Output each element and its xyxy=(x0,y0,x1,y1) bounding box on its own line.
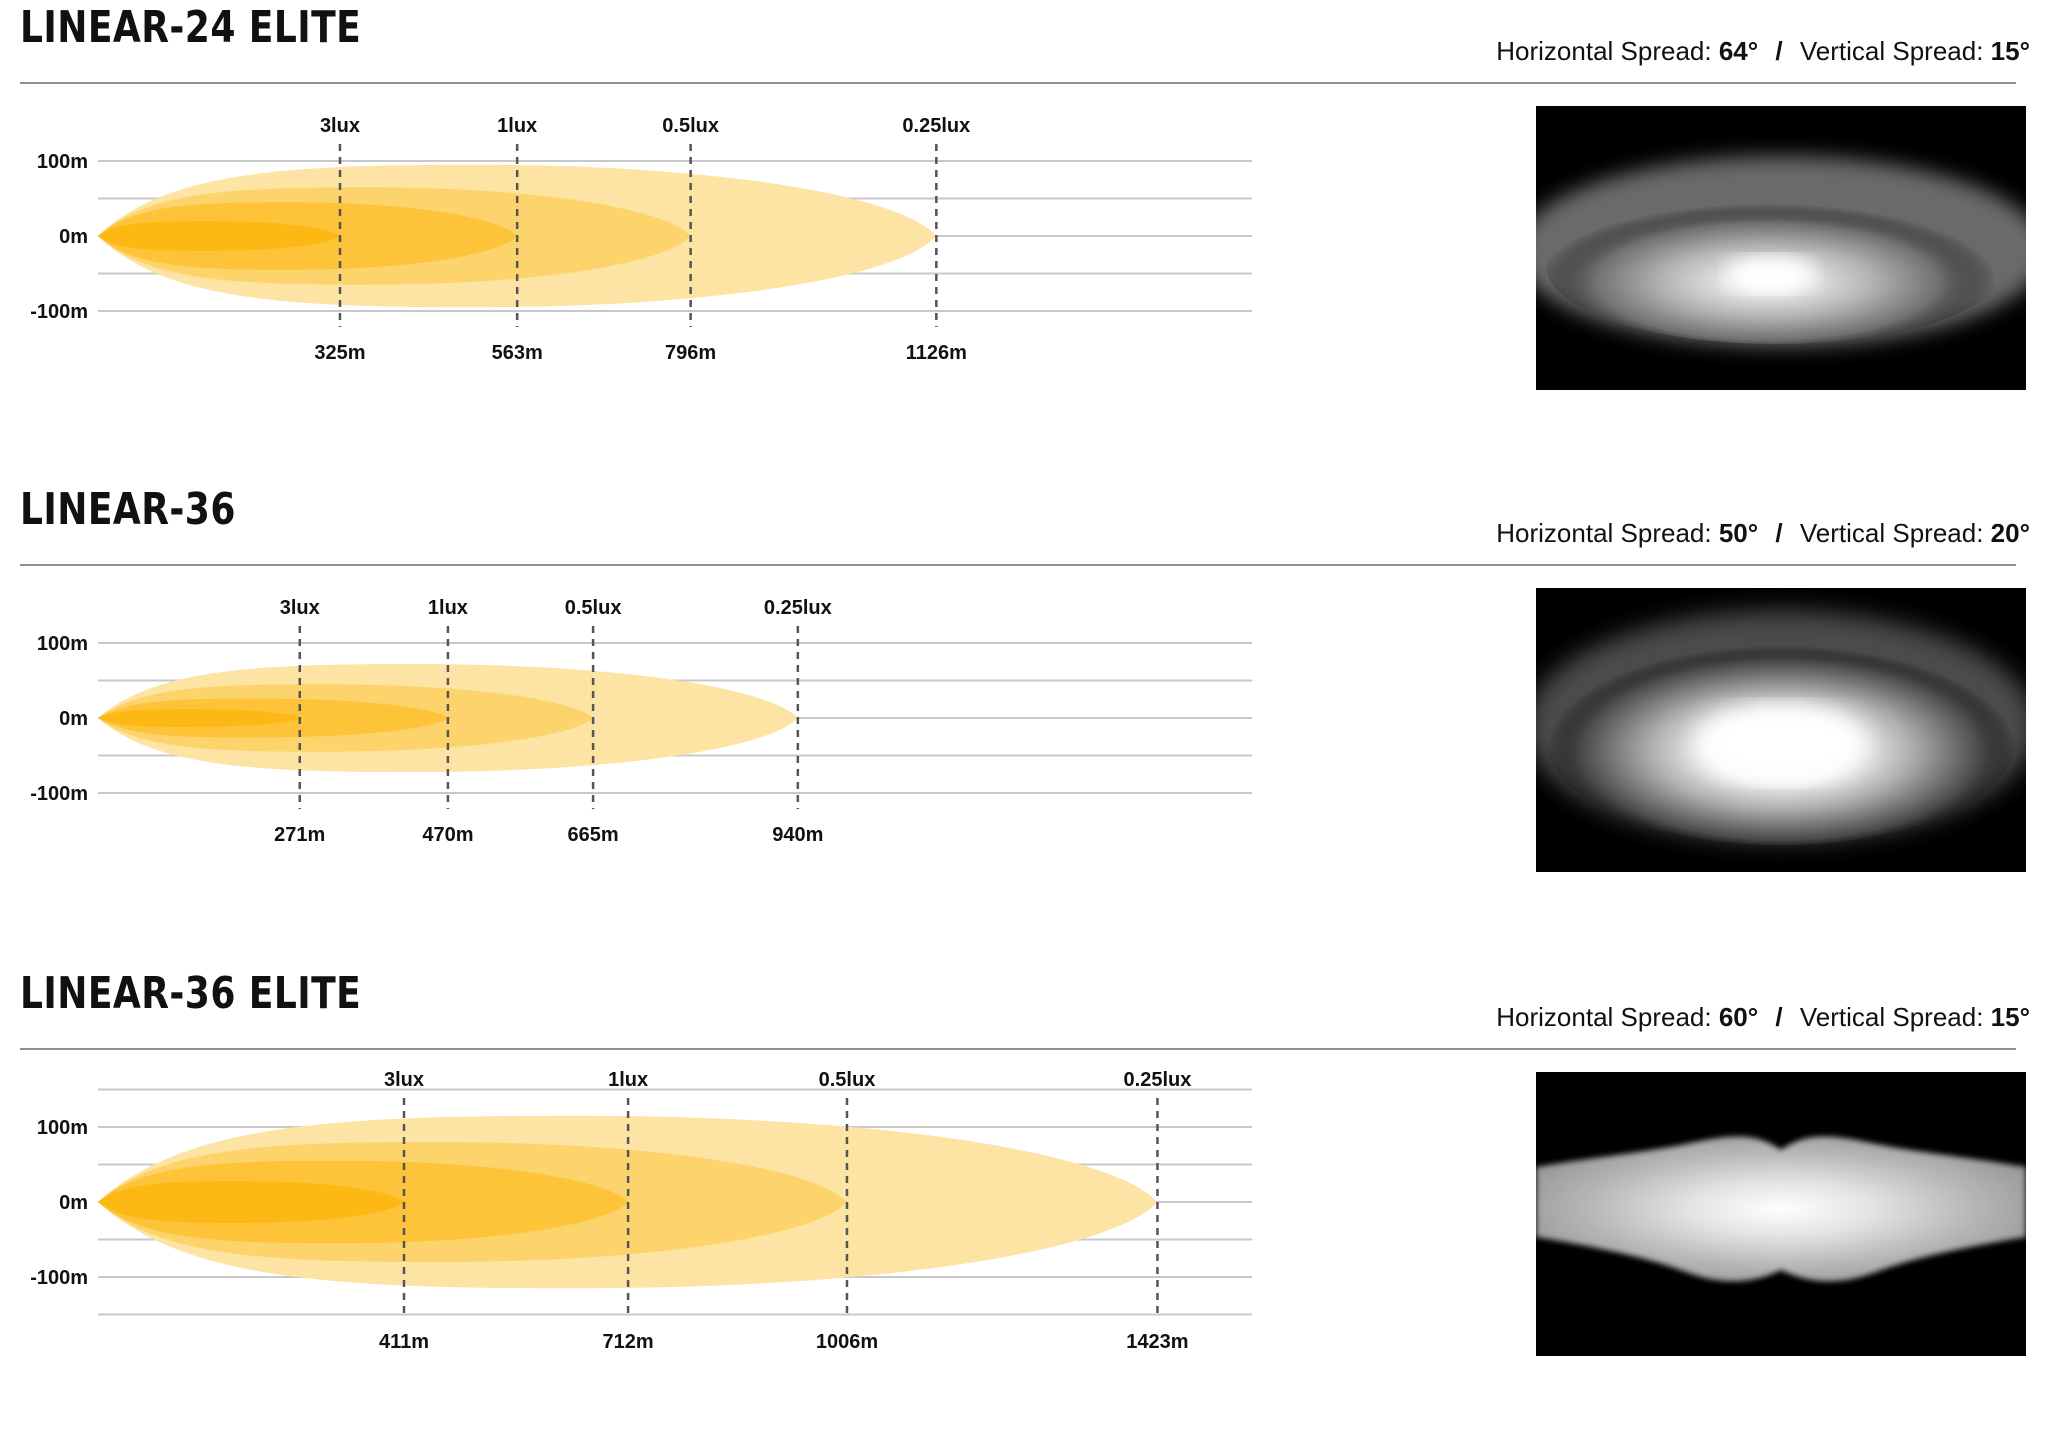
vertical-spread-value: 15° xyxy=(1990,36,2030,66)
chart-section-linear-36-elite: LINEAR-36 ELITE Horizontal Spread: 60° /… xyxy=(0,966,2048,1446)
lux-label: 0.5lux xyxy=(662,115,719,137)
distance-label: 1423m xyxy=(1126,1331,1188,1353)
lux-label: 3lux xyxy=(280,597,320,619)
chart-section-linear-24-elite: LINEAR-24 ELITE Horizontal Spread: 64° /… xyxy=(0,0,2048,480)
lux-label: 3lux xyxy=(320,115,360,137)
beam-zone-3lux xyxy=(98,709,300,727)
spread-separator: / xyxy=(1775,1002,1783,1032)
horizontal-spread-label: Horizontal Spread: xyxy=(1496,1002,1712,1032)
lux-label: 0.5lux xyxy=(819,1069,876,1091)
distance-label: 1126m xyxy=(906,342,967,364)
vertical-spread-label: Vertical Spread: xyxy=(1799,1002,1984,1032)
beam-pattern-chart: 100m 0m -100m 3lux 325m 1lux 563m 0.5lux 796m 0.2… xyxy=(30,115,1252,364)
horizontal-spread-value: 60° xyxy=(1718,1002,1759,1032)
beam-photo xyxy=(1536,106,2026,390)
divider xyxy=(20,564,2016,566)
distance-label: 940m xyxy=(772,824,823,846)
lux-label: 0.25lux xyxy=(902,115,970,137)
lux-label: 0.25lux xyxy=(1124,1069,1192,1091)
horizontal-spread-label: Horizontal Spread: xyxy=(1496,36,1712,66)
spread-info: Horizontal Spread: 60° / Vertical Spread… xyxy=(1496,1002,2030,1033)
horizontal-spread-value: 64° xyxy=(1718,36,1759,66)
horizontal-spread-label: Horizontal Spread: xyxy=(1496,518,1712,548)
distance-label: 796m xyxy=(665,342,716,364)
lux-label: 1lux xyxy=(608,1069,648,1091)
chart-section-linear-36: LINEAR-36 Horizontal Spread: 50° / Verti… xyxy=(0,482,2048,962)
y-tick-label: -100m xyxy=(30,1267,88,1289)
lux-label: 0.25lux xyxy=(764,597,832,619)
distance-label: 665m xyxy=(568,824,619,846)
lux-label: 3lux xyxy=(384,1069,424,1091)
y-tick-label: 0m xyxy=(59,1192,88,1214)
beam-zone-3lux xyxy=(98,1181,404,1223)
distance-label: 712m xyxy=(603,1331,654,1353)
vertical-spread-value: 15° xyxy=(1990,1002,2030,1032)
beam-pattern-chart: 100m 0m -100m 3lux 271m 1lux 470m 0.5lux 665m 0.2… xyxy=(30,597,1252,846)
y-tick-label: -100m xyxy=(30,301,88,323)
chart-title: LINEAR-36 xyxy=(20,484,236,535)
distance-label: 411m xyxy=(379,1331,429,1353)
lux-label: 0.5lux xyxy=(565,597,622,619)
y-tick-label: 100m xyxy=(37,151,88,173)
y-tick-label: 100m xyxy=(37,1117,88,1139)
distance-label: 470m xyxy=(422,824,473,846)
distance-label: 271m xyxy=(274,824,325,846)
beam-pattern-chart: 100m 0m -100m 3lux 411m 1lux 712m 0.5lux 1006m 0.… xyxy=(30,1069,1252,1353)
divider xyxy=(20,1048,2016,1050)
spread-info: Horizontal Spread: 64° / Vertical Spread… xyxy=(1496,36,2030,67)
distance-label: 325m xyxy=(314,342,365,364)
vertical-spread-label: Vertical Spread: xyxy=(1799,518,1984,548)
vertical-spread-value: 20° xyxy=(1990,518,2030,548)
chart-title: LINEAR-24 ELITE xyxy=(20,2,362,53)
y-tick-label: 0m xyxy=(59,708,88,730)
divider xyxy=(20,82,2016,84)
y-tick-label: 0m xyxy=(59,226,88,248)
chart-title: LINEAR-36 ELITE xyxy=(20,968,362,1019)
y-tick-label: -100m xyxy=(30,783,88,805)
beam-zone-3lux xyxy=(98,221,340,251)
distance-label: 563m xyxy=(492,342,543,364)
spread-separator: / xyxy=(1775,36,1783,66)
horizontal-spread-value: 50° xyxy=(1718,518,1759,548)
y-tick-label: 100m xyxy=(37,633,88,655)
vertical-spread-label: Vertical Spread: xyxy=(1799,36,1984,66)
lux-label: 1lux xyxy=(497,115,537,137)
distance-label: 1006m xyxy=(816,1331,878,1353)
spread-info: Horizontal Spread: 50° / Vertical Spread… xyxy=(1496,518,2030,549)
lux-label: 1lux xyxy=(428,597,468,619)
beam-photo xyxy=(1536,1072,2026,1356)
spread-separator: / xyxy=(1775,518,1783,548)
beam-photo xyxy=(1536,588,2026,872)
